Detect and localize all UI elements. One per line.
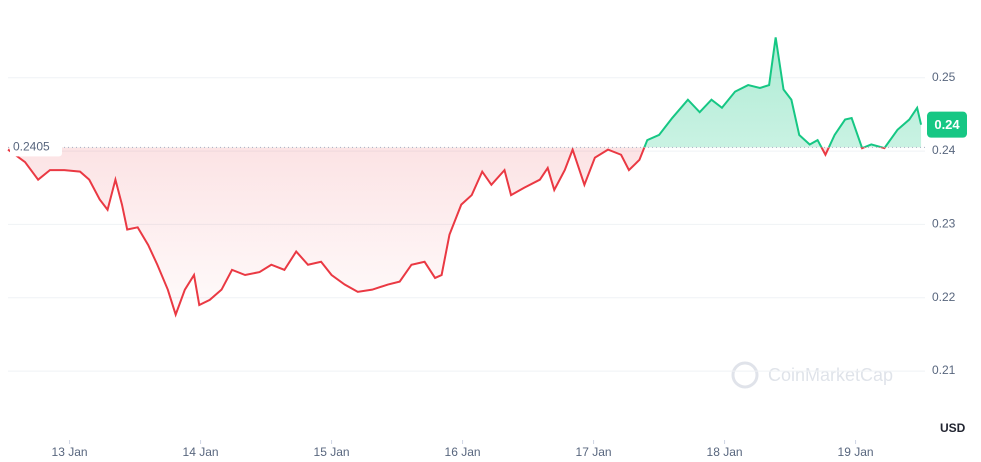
down-layer <box>7 147 922 318</box>
x-tick-label: 14 Jan <box>183 445 219 459</box>
watermark-logo <box>731 361 759 389</box>
x-tick-label: 16 Jan <box>445 445 481 459</box>
y-tick-label: 0.23 <box>932 217 956 231</box>
area-down <box>8 147 922 315</box>
price-badge <box>927 111 967 138</box>
reference-label: 0.2405 <box>13 140 50 154</box>
y-tick-label: 0.24 <box>932 143 956 157</box>
unit-label: USD <box>940 421 966 435</box>
y-tick-label: 0.21 <box>932 363 956 377</box>
y-tick-label: 0.25 <box>932 70 956 84</box>
watermark: CoinMarketCap <box>731 361 893 389</box>
y-tick-label: 0.22 <box>932 290 956 304</box>
x-tick-label: 19 Jan <box>838 445 874 459</box>
price-badge-label: 0.24 <box>934 117 960 132</box>
up-layer <box>572 37 923 148</box>
x-tick-label: 13 Jan <box>52 445 88 459</box>
x-tick-label: 17 Jan <box>576 445 612 459</box>
line-up <box>572 37 923 148</box>
x-tick-label: 18 Jan <box>707 445 743 459</box>
x-tick-label: 15 Jan <box>314 445 350 459</box>
reference-label-bg <box>10 138 62 157</box>
line-down <box>7 147 887 318</box>
watermark-text: CoinMarketCap <box>768 365 893 385</box>
